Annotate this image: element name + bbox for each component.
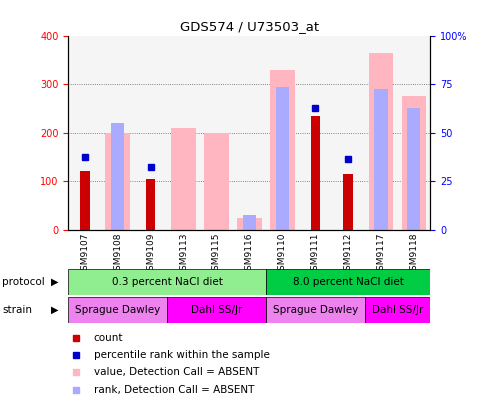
Bar (401, 96, 426, 230)
FancyBboxPatch shape (68, 297, 167, 323)
Text: strain: strain (2, 305, 32, 315)
Text: ▶: ▶ (51, 305, 59, 315)
Text: Sprague Dawley: Sprague Dawley (272, 305, 357, 315)
Text: Sprague Dawley: Sprague Dawley (75, 305, 160, 315)
Bar (111, 123, 124, 230)
Text: 8.0 percent NaCl diet: 8.0 percent NaCl diet (292, 277, 403, 287)
Bar (171, 128, 196, 230)
Bar (331, 36, 364, 230)
Bar (310, 116, 319, 230)
Bar (134, 36, 167, 230)
Bar (232, 36, 265, 230)
Text: protocol: protocol (2, 277, 45, 287)
FancyBboxPatch shape (364, 297, 429, 323)
Bar (265, 36, 298, 230)
Bar (167, 36, 200, 230)
FancyBboxPatch shape (167, 297, 265, 323)
Text: count: count (94, 333, 123, 343)
Bar (269, 70, 294, 230)
Text: value, Detection Call = ABSENT: value, Detection Call = ABSENT (94, 367, 259, 377)
FancyBboxPatch shape (265, 297, 364, 323)
Bar (237, 217, 261, 230)
Bar (243, 215, 255, 230)
Bar (368, 53, 392, 230)
Text: rank, Detection Call = ABSENT: rank, Detection Call = ABSENT (94, 385, 254, 395)
Title: GDS574 / U73503_at: GDS574 / U73503_at (180, 20, 318, 33)
Text: Dahl SS/Jr: Dahl SS/Jr (190, 305, 242, 315)
Bar (343, 174, 352, 230)
Bar (80, 171, 89, 230)
Bar (204, 133, 228, 230)
Text: Dahl SS/Jr: Dahl SS/Jr (371, 305, 422, 315)
Text: ▶: ▶ (51, 277, 59, 287)
Bar (200, 36, 232, 230)
Bar (298, 36, 331, 230)
Bar (68, 36, 101, 230)
Bar (374, 89, 387, 230)
Bar (146, 179, 155, 230)
Bar (275, 87, 288, 230)
Bar (101, 36, 134, 230)
FancyBboxPatch shape (265, 269, 429, 295)
Bar (364, 36, 397, 230)
Bar (397, 36, 429, 230)
Text: percentile rank within the sample: percentile rank within the sample (94, 350, 269, 360)
FancyBboxPatch shape (68, 269, 265, 295)
Bar (407, 109, 420, 230)
Text: 0.3 percent NaCl diet: 0.3 percent NaCl diet (111, 277, 222, 287)
Bar (105, 133, 130, 230)
